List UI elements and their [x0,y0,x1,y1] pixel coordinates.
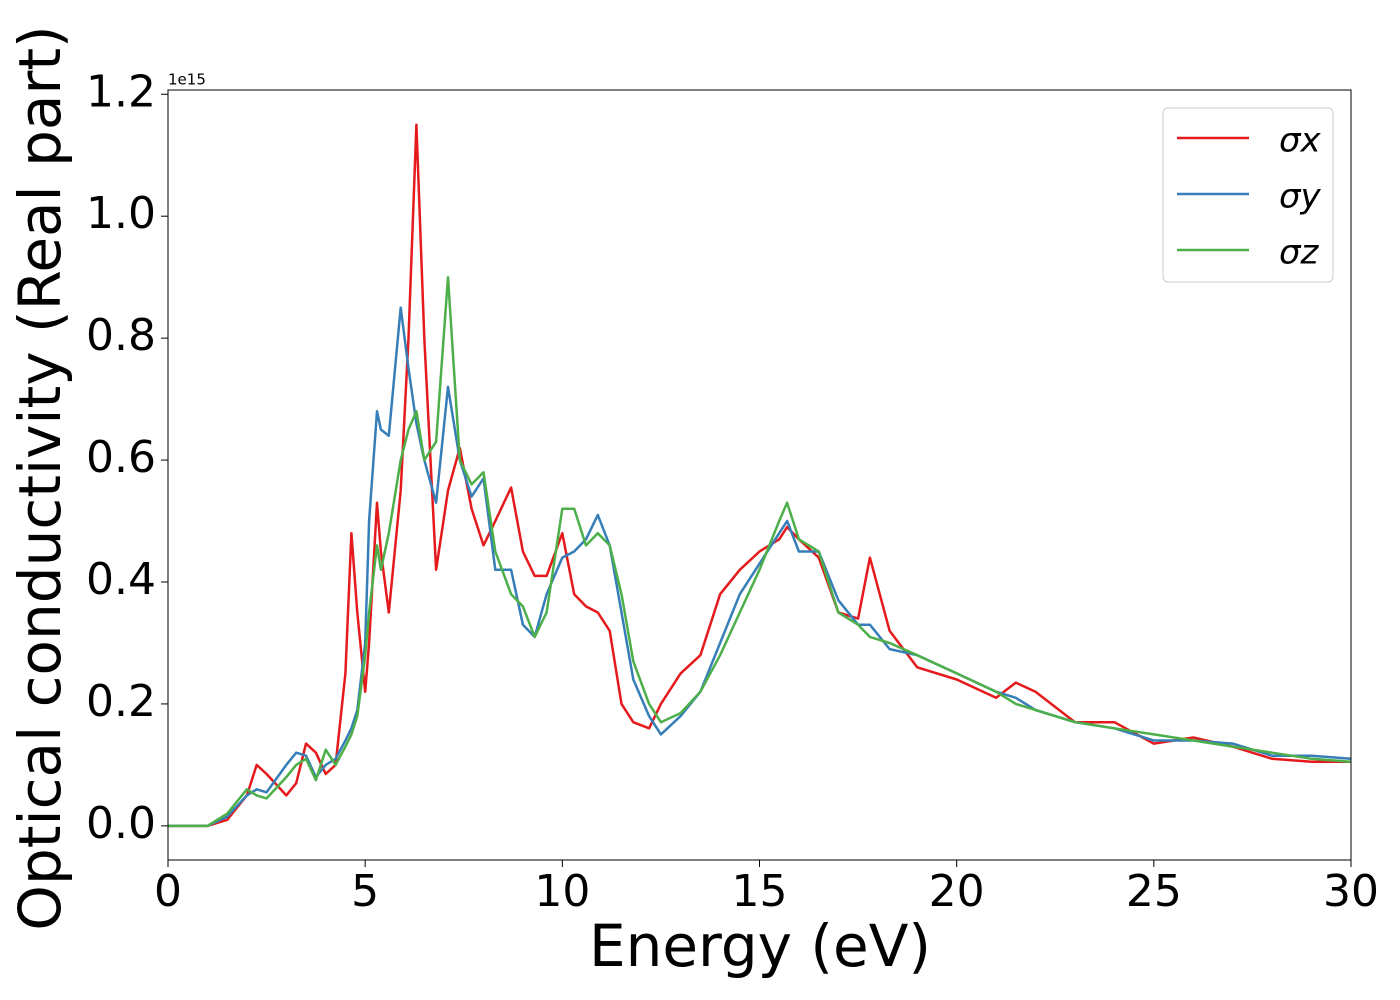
x-tick-label: 30 [1323,866,1379,917]
x-tick-label: 25 [1126,866,1182,917]
legend-label: σy [1279,177,1322,217]
y-offset-label: 1e15 [168,71,206,89]
x-tick-label: 15 [732,866,788,917]
y-tick-label: 0.0 [86,798,156,849]
plot-frame [167,89,1352,861]
x-tick-label: 10 [534,866,590,917]
y-tick-label: 0.6 [86,432,156,483]
y-tick-label: 0.4 [86,554,156,605]
x-tick-label: 20 [929,866,985,917]
y-tick-label: 1.0 [86,188,156,239]
legend-label: σz [1279,233,1320,273]
y-tick-label: 0.8 [86,310,156,361]
y-tick-label: 0.2 [86,676,156,727]
y-axis-label: Optical conductivity (Real part) [6,25,74,930]
y-tick-label: 1.2 [86,66,156,117]
x-tick-label: 0 [154,866,182,917]
x-axis-label: Energy (eV) [589,912,931,980]
x-tick-label: 5 [351,866,379,917]
line-series [168,275,1351,828]
legend-label: σx [1279,121,1322,161]
